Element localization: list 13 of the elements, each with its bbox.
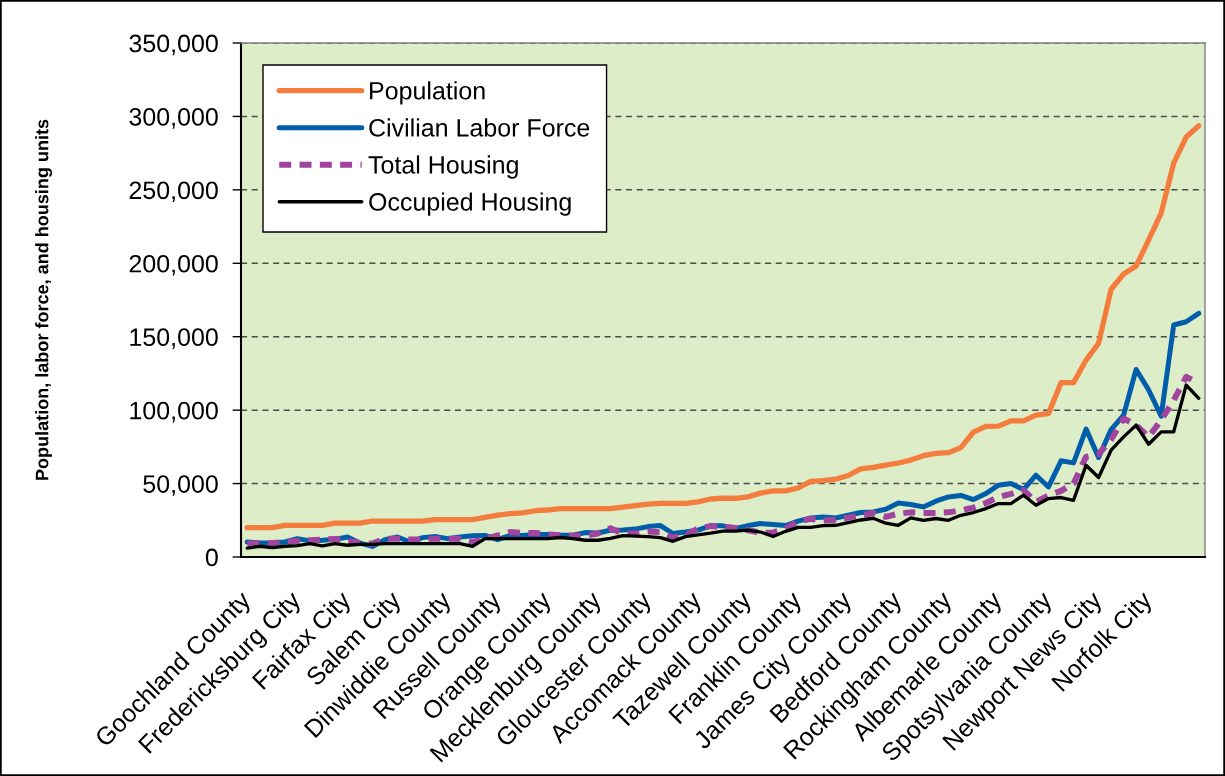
legend-label: Occupied Housing xyxy=(369,192,571,216)
y-tick-label: 0 xyxy=(205,548,218,567)
y-axis-title: Population, labor force, and housing units xyxy=(35,119,53,480)
legend-label: Total Housing xyxy=(368,155,518,179)
y-tick-label: 100,000 xyxy=(130,401,218,423)
y-tick-label: 350,000 xyxy=(129,34,218,56)
y-tick-label: 50,000 xyxy=(143,475,218,496)
y-tick-label: 300,000 xyxy=(129,108,218,129)
legend-label: Population xyxy=(370,81,485,105)
y-tick-label: 150,000 xyxy=(130,328,218,349)
y-tick-label: 250,000 xyxy=(129,181,218,203)
y-tick-label: 200,000 xyxy=(129,254,218,276)
legend-label: Civilian Labor Force xyxy=(369,118,590,137)
